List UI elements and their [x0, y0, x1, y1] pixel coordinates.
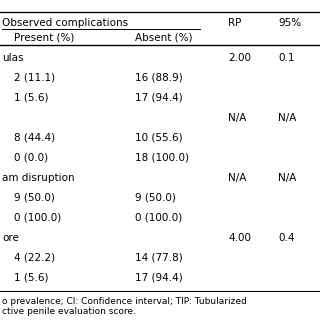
Text: 10 (55.6): 10 (55.6) [135, 133, 183, 143]
Text: 0.1: 0.1 [278, 53, 294, 63]
Text: N/A: N/A [228, 113, 246, 123]
Text: Observed complications: Observed complications [2, 18, 128, 28]
Text: Absent (%): Absent (%) [135, 33, 193, 43]
Text: 0.4: 0.4 [278, 233, 294, 243]
Text: 4.00: 4.00 [228, 233, 251, 243]
Text: 17 (94.4): 17 (94.4) [135, 273, 183, 283]
Text: 0 (100.0): 0 (100.0) [135, 213, 182, 223]
Text: 9 (50.0): 9 (50.0) [14, 193, 55, 203]
Text: 4 (22.2): 4 (22.2) [14, 253, 55, 263]
Text: Present (%): Present (%) [14, 33, 74, 43]
Text: 2.00: 2.00 [228, 53, 251, 63]
Text: ore: ore [2, 233, 19, 243]
Text: 95%: 95% [278, 18, 301, 28]
Text: N/A: N/A [228, 173, 246, 183]
Text: 9 (50.0): 9 (50.0) [135, 193, 176, 203]
Text: 1 (5.6): 1 (5.6) [14, 93, 49, 103]
Text: 2 (11.1): 2 (11.1) [14, 73, 55, 83]
Text: 8 (44.4): 8 (44.4) [14, 133, 55, 143]
Text: 16 (88.9): 16 (88.9) [135, 73, 183, 83]
Text: o prevalence; CI: Confidence interval; TIP: Tubularized: o prevalence; CI: Confidence interval; T… [2, 297, 247, 306]
Text: RP: RP [228, 18, 241, 28]
Text: N/A: N/A [278, 113, 296, 123]
Text: am disruption: am disruption [2, 173, 75, 183]
Text: 14 (77.8): 14 (77.8) [135, 253, 183, 263]
Text: ulas: ulas [2, 53, 23, 63]
Text: 17 (94.4): 17 (94.4) [135, 93, 183, 103]
Text: 1 (5.6): 1 (5.6) [14, 273, 49, 283]
Text: 0 (100.0): 0 (100.0) [14, 213, 61, 223]
Text: N/A: N/A [278, 173, 296, 183]
Text: ctive penile evaluation score.: ctive penile evaluation score. [2, 308, 136, 316]
Text: 18 (100.0): 18 (100.0) [135, 153, 189, 163]
Text: 0 (0.0): 0 (0.0) [14, 153, 48, 163]
